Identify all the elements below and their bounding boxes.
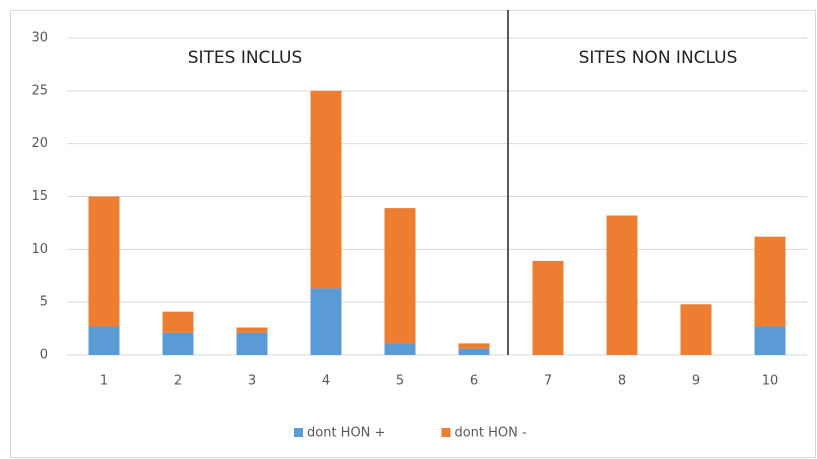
bar-segment bbox=[754, 326, 786, 355]
y-tick-label: 5 bbox=[40, 295, 48, 310]
y-tick-label: 15 bbox=[31, 189, 48, 204]
y-tick-label: 20 bbox=[31, 136, 48, 151]
bar-segment bbox=[162, 332, 194, 355]
y-tick-label: 30 bbox=[31, 31, 48, 46]
bar-segment bbox=[162, 311, 194, 333]
x-tick-label: 4 bbox=[322, 374, 330, 389]
x-tick-label: 7 bbox=[544, 374, 552, 389]
bar-segment bbox=[384, 208, 416, 344]
bar-segment bbox=[754, 236, 786, 327]
bar-segment bbox=[532, 260, 564, 355]
x-tick-label: 1 bbox=[100, 374, 108, 389]
bar-segment bbox=[458, 343, 490, 349]
bar-segment bbox=[310, 90, 342, 289]
x-tick-label: 6 bbox=[470, 374, 478, 389]
bar-segment bbox=[606, 215, 638, 355]
legend-label: dont HON - bbox=[454, 426, 527, 441]
bar-segment bbox=[236, 327, 268, 333]
x-tick-label: 9 bbox=[692, 374, 700, 389]
x-tick-label: 2 bbox=[174, 374, 182, 389]
bar-segment bbox=[458, 348, 490, 355]
legend-swatch bbox=[441, 428, 451, 437]
x-tick-label: 3 bbox=[248, 374, 256, 389]
bar-segment bbox=[680, 304, 712, 355]
y-tick-label: 0 bbox=[40, 348, 48, 363]
bar-segment bbox=[88, 326, 120, 355]
y-tick-label: 10 bbox=[31, 242, 48, 257]
bar-segment bbox=[236, 332, 268, 355]
x-tick-label: 8 bbox=[618, 374, 626, 389]
annotation: SITES NON INCLUS bbox=[579, 48, 738, 68]
bar-segment bbox=[88, 196, 120, 327]
x-tick-label: 10 bbox=[762, 374, 779, 389]
legend-swatch bbox=[294, 428, 303, 437]
x-tick-label: 5 bbox=[396, 374, 404, 389]
bar-segment bbox=[384, 343, 416, 355]
annotation: SITES INCLUS bbox=[188, 48, 303, 68]
legend-label: dont HON + bbox=[307, 426, 385, 441]
y-tick-label: 25 bbox=[31, 83, 48, 98]
bar-segment bbox=[310, 288, 342, 355]
